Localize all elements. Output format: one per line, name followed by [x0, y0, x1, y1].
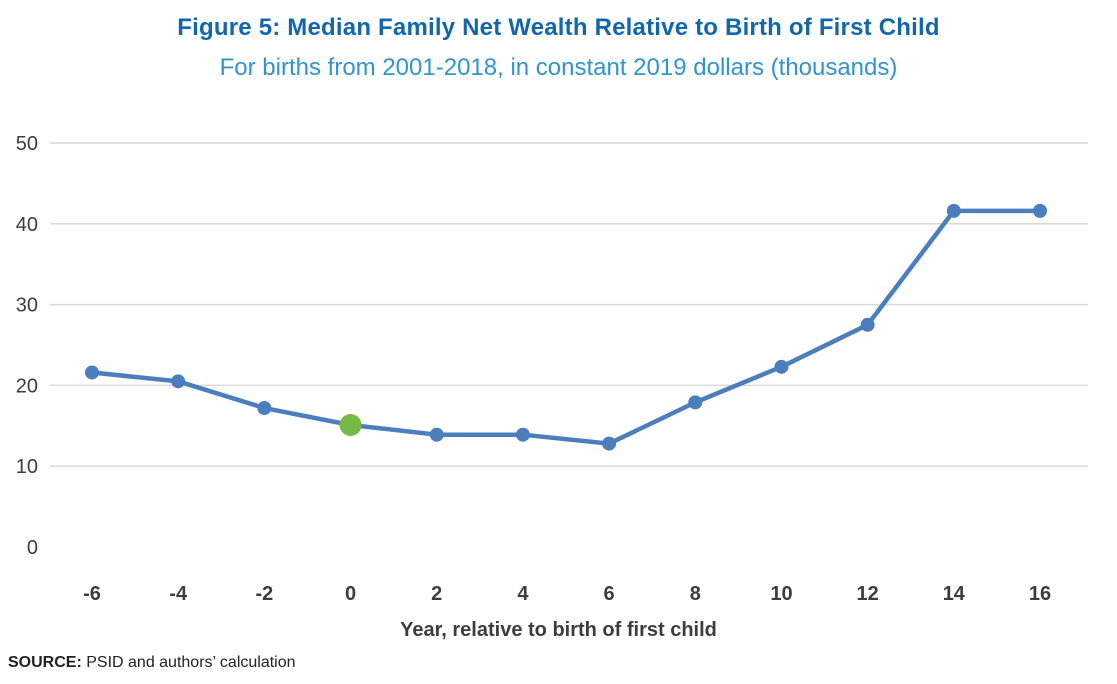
data-line	[89, 208, 1043, 446]
data-point	[429, 427, 444, 442]
data-point	[171, 374, 186, 389]
x-tick-label: -6	[83, 583, 101, 605]
chart-title: Figure 5: Median Family Net Wealth Relat…	[177, 14, 940, 41]
x-tick-label: 8	[690, 583, 701, 605]
data-point	[774, 359, 789, 374]
source-text: PSID and authors’ calculation	[81, 654, 296, 671]
x-tick-label: 6	[604, 583, 615, 605]
data-point	[85, 365, 99, 380]
y-tick-label: 10	[16, 456, 38, 478]
source-note: SOURCE: PSID and authors’ calculation	[8, 654, 296, 672]
x-tick-label: 12	[857, 583, 879, 605]
data-point	[946, 203, 961, 218]
x-tick-label: -4	[169, 583, 188, 605]
data-point	[257, 401, 272, 416]
y-tick-label: 40	[16, 214, 38, 236]
highlight-data-point	[339, 413, 362, 436]
y-tick-label: 20	[16, 375, 38, 397]
y-tick-label: 30	[16, 295, 38, 317]
x-tick-label: 16	[1029, 583, 1051, 605]
data-point	[602, 436, 617, 451]
data-point	[515, 427, 530, 442]
x-tick-label: 2	[431, 583, 442, 605]
x-tick-label: 14	[943, 583, 966, 605]
data-point	[688, 395, 703, 410]
x-tick-label: -2	[255, 583, 273, 605]
data-point	[1033, 203, 1047, 218]
x-tick-label: 0	[345, 583, 356, 605]
y-tick-label: 0	[27, 537, 38, 559]
x-axis-label: Year, relative to birth of first child	[400, 619, 717, 641]
x-tick-label: 4	[517, 583, 529, 605]
data-point	[860, 317, 875, 332]
x-tick-label: 10	[770, 583, 792, 605]
y-tick-label: 50	[16, 133, 38, 155]
source-label: SOURCE:	[8, 654, 82, 671]
chart-subtitle: For births from 2001-2018, in constant 2…	[219, 54, 898, 81]
